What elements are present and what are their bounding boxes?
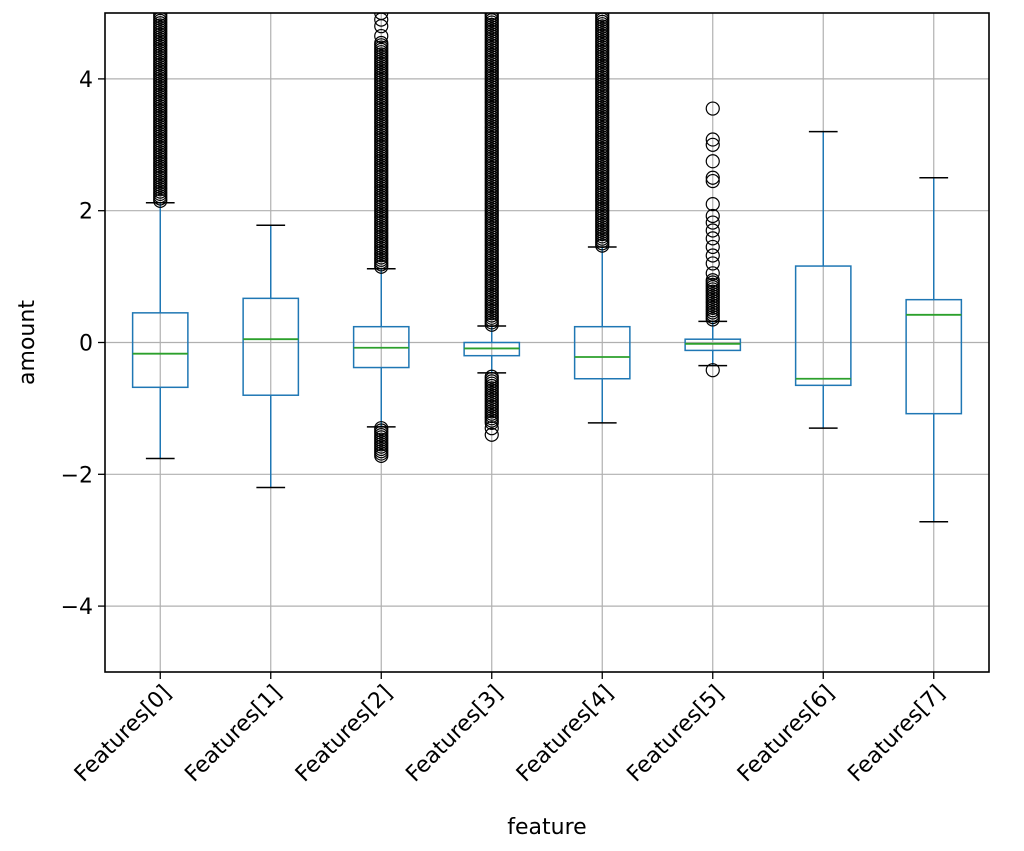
grid-lines	[105, 13, 989, 672]
y-axis-label: amount	[15, 300, 40, 385]
outlier-point	[705, 137, 720, 152]
outlier-point	[705, 197, 720, 212]
outlier-point	[705, 363, 720, 378]
outlier-point	[705, 256, 720, 271]
box-Features[0]	[131, 13, 189, 460]
x-tick-label: Features[3]	[401, 681, 508, 788]
outlier-point	[484, 427, 499, 442]
box-Features[3]	[463, 13, 521, 442]
box-Features[4]	[573, 13, 631, 424]
box-iqr	[794, 265, 852, 387]
x-tick-label: Features[7]	[843, 681, 950, 788]
x-axis-label: feature	[507, 815, 586, 840]
outlier-point	[705, 173, 720, 189]
box-iqr	[131, 312, 189, 389]
outlier-point	[153, 13, 168, 22]
outlier-point	[484, 369, 499, 384]
x-tick-label: Features[5]	[622, 681, 729, 788]
outlier-point	[705, 266, 720, 281]
outlier-point	[374, 13, 389, 21]
outlier-point	[374, 421, 389, 436]
x-tick-label: Features[4]	[512, 681, 619, 788]
box-iqr	[573, 325, 631, 380]
outlier-point	[484, 421, 499, 436]
outlier-point	[595, 13, 610, 23]
box-iqr	[684, 338, 742, 352]
outlier-point	[374, 35, 389, 51]
box-Features[1]	[242, 224, 300, 489]
y-tick-label: 2	[79, 200, 93, 225]
outlier-point	[705, 101, 720, 116]
outlier-point	[705, 239, 720, 255]
y-tick-label: 0	[79, 332, 93, 357]
x-tick-label: Features[2]	[291, 681, 398, 788]
box-iqr	[905, 298, 963, 415]
box-Features[7]	[905, 177, 963, 523]
outlier-point	[705, 215, 720, 230]
y-tick-label: −2	[61, 463, 93, 488]
y-tick-label: −4	[61, 595, 93, 620]
x-tick-label: Features[6]	[733, 681, 840, 788]
x-tick-label: Features[1]	[180, 681, 287, 788]
outlier-point	[374, 28, 389, 44]
outlier-point	[705, 170, 720, 185]
outlier-point	[705, 223, 720, 238]
outlier-point	[705, 231, 720, 246]
outlier-point	[705, 132, 720, 147]
y-tick-label: 4	[79, 68, 93, 93]
box-iqr	[242, 297, 300, 396]
box-Features[5]	[684, 101, 742, 378]
x-tick-label: Features[0]	[70, 681, 177, 788]
box-Features[2]	[352, 13, 410, 463]
box-Features[6]	[794, 130, 852, 429]
outlier-point	[705, 208, 720, 224]
outlier-point	[705, 248, 720, 263]
outlier-point	[705, 154, 720, 169]
plot-area	[131, 13, 963, 523]
outlier-point	[705, 273, 720, 288]
